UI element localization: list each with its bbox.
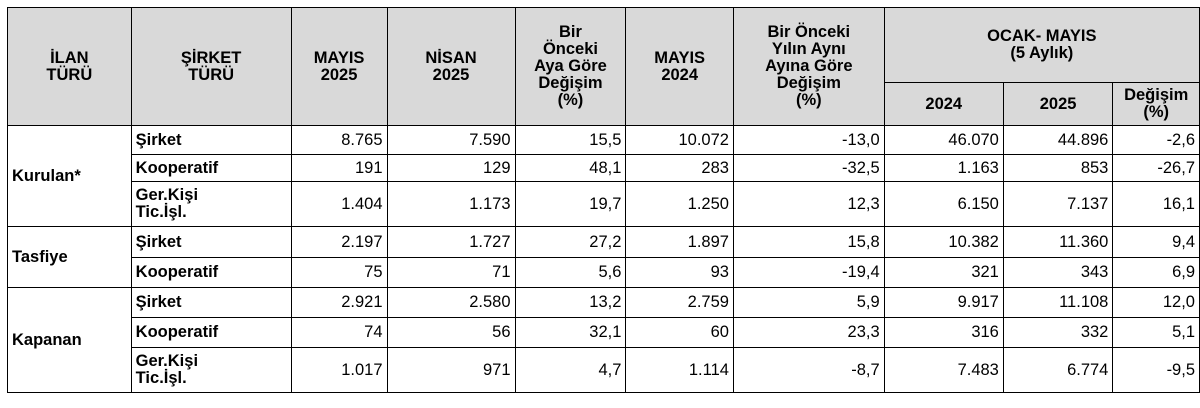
statistics-table: İLAN TÜRÜ ŞİRKET TÜRÜ MAYIS 2025 NİSAN 2… xyxy=(7,7,1200,393)
cell-mayis-2025: 8.765 xyxy=(290,125,388,155)
table-row: Tasfiye Şirket 2.197 1.727 27,2 1.897 15… xyxy=(7,226,1200,288)
header-mayis-2025: MAYIS 2025 xyxy=(290,7,388,126)
cell-degisim: 9,4 xyxy=(1112,226,1200,258)
cell-nisan-2025: 1.173 xyxy=(386,181,516,227)
group-label-kapanan: Kapanan xyxy=(7,287,132,393)
cell-2024: 6.150 xyxy=(883,181,1004,227)
cell-2024: 1.163 xyxy=(883,154,1004,182)
cell-2024: 316 xyxy=(883,317,1004,348)
cell-mayis-2025: 191 xyxy=(290,154,388,182)
header-ocak-mayis: OCAK- MAYIS (5 Aylık) xyxy=(883,7,1200,83)
cell-2025: 11.360 xyxy=(1002,226,1114,258)
cell-mayis-2025: 1.404 xyxy=(290,181,388,227)
cell-aya-gore: 27,2 xyxy=(514,226,627,258)
header-onceki-aya-gore: Bir Önceki Aya Göre Değişim (%) xyxy=(514,7,627,126)
cell-2024: 46.070 xyxy=(883,125,1004,155)
row-type: Kooperatif xyxy=(130,257,292,288)
cell-degisim: 5,1 xyxy=(1112,317,1200,348)
cell-nisan-2025: 2.580 xyxy=(386,287,516,318)
cell-mayis-2025: 74 xyxy=(290,317,388,348)
row-type: Şirket xyxy=(130,125,292,155)
cell-nisan-2025: 1.727 xyxy=(386,226,516,258)
cell-yila-gore: -19,4 xyxy=(732,257,885,288)
cell-mayis-2025: 75 xyxy=(290,257,388,288)
cell-mayis-2024: 10.072 xyxy=(625,125,734,155)
cell-degisim: -26,7 xyxy=(1112,154,1200,182)
cell-nisan-2025: 7.590 xyxy=(386,125,516,155)
cell-yila-gore: -32,5 xyxy=(732,154,885,182)
cell-mayis-2024: 1.897 xyxy=(625,226,734,258)
cell-yila-gore: 12,3 xyxy=(732,181,885,227)
cell-mayis-2024: 1.250 xyxy=(625,181,734,227)
header-onceki-yil-ayni-ay: Bir Önceki Yılın Aynı Ayına Göre Değişim… xyxy=(732,7,885,126)
cell-2024: 7.483 xyxy=(883,347,1004,393)
cell-yila-gore: -8,7 xyxy=(732,347,885,393)
cell-2025: 6.774 xyxy=(1002,347,1114,393)
cell-yila-gore: -13,0 xyxy=(732,125,885,155)
cell-mayis-2025: 2.197 xyxy=(290,226,388,258)
cell-aya-gore: 5,6 xyxy=(514,257,627,288)
header-sirket-turu: ŞİRKET TÜRÜ xyxy=(130,7,292,126)
cell-2025: 44.896 xyxy=(1002,125,1114,155)
header-nisan-2025: NİSAN 2025 xyxy=(386,7,516,126)
cell-mayis-2025: 1.017 xyxy=(290,347,388,393)
table-row: Ger.Kişi Tic.İşl. 1.404 1.173 19,7 1.250… xyxy=(8,181,1200,227)
table-row: Kapanan Şirket 2.921 2.580 13,2 2.759 5,… xyxy=(7,287,1200,393)
cell-mayis-2024: 283 xyxy=(625,154,734,182)
row-type: Şirket xyxy=(130,287,292,318)
cell-degisim: 6,9 xyxy=(1112,257,1200,288)
cell-mayis-2024: 60 xyxy=(625,317,734,348)
cell-2024: 10.382 xyxy=(883,226,1004,258)
cell-2024: 9.917 xyxy=(883,287,1004,318)
cell-2025: 343 xyxy=(1002,257,1114,288)
row-type: Kooperatif xyxy=(130,317,292,348)
cell-yila-gore: 5,9 xyxy=(732,287,885,318)
cell-degisim: -9,5 xyxy=(1112,347,1200,393)
header-2024: 2024 xyxy=(883,82,1004,126)
cell-aya-gore: 48,1 xyxy=(514,154,627,182)
header-degisim: Değişim (%) xyxy=(1112,82,1200,126)
group-label-tasfiye: Tasfiye xyxy=(7,226,132,288)
cell-nisan-2025: 71 xyxy=(386,257,516,288)
cell-aya-gore: 19,7 xyxy=(514,181,627,227)
table-row: Ger.Kişi Tic.İşl. 1.017 971 4,7 1.114 -8… xyxy=(8,347,1200,393)
cell-aya-gore: 4,7 xyxy=(514,347,627,393)
table-row: Kooperatif 191 129 48,1 283 -32,5 1.163 … xyxy=(8,154,1200,182)
cell-mayis-2024: 2.759 xyxy=(625,287,734,318)
header-2025: 2025 xyxy=(1002,82,1114,126)
cell-degisim: 16,1 xyxy=(1112,181,1200,227)
cell-mayis-2025: 2.921 xyxy=(290,287,388,318)
table-row: Kooperatif 74 56 32,1 60 23,3 316 332 5,… xyxy=(8,317,1200,348)
cell-mayis-2024: 93 xyxy=(625,257,734,288)
row-type: Kooperatif xyxy=(130,154,292,182)
table-row: Kurulan* Şirket 8.765 7.590 15,5 10.072 … xyxy=(7,125,1200,227)
cell-aya-gore: 15,5 xyxy=(514,125,627,155)
cell-2025: 332 xyxy=(1002,317,1114,348)
header-mayis-2024: MAYIS 2024 xyxy=(625,7,734,126)
row-type: Ger.Kişi Tic.İşl. xyxy=(130,181,292,227)
row-type: Ger.Kişi Tic.İşl. xyxy=(130,347,292,393)
cell-nisan-2025: 56 xyxy=(386,317,516,348)
group-label-kurulan: Kurulan* xyxy=(7,125,132,227)
cell-aya-gore: 13,2 xyxy=(514,287,627,318)
cell-nisan-2025: 129 xyxy=(386,154,516,182)
cell-mayis-2024: 1.114 xyxy=(625,347,734,393)
cell-2024: 321 xyxy=(883,257,1004,288)
header-ilan-turu: İLAN TÜRÜ xyxy=(7,7,132,126)
cell-2025: 11.108 xyxy=(1002,287,1114,318)
cell-2025: 7.137 xyxy=(1002,181,1114,227)
cell-aya-gore: 32,1 xyxy=(514,317,627,348)
row-type: Şirket xyxy=(130,226,292,258)
cell-yila-gore: 15,8 xyxy=(732,226,885,258)
cell-yila-gore: 23,3 xyxy=(732,317,885,348)
cell-degisim: -2,6 xyxy=(1112,125,1200,155)
cell-2025: 853 xyxy=(1002,154,1114,182)
table-row: Kooperatif 75 71 5,6 93 -19,4 321 343 6,… xyxy=(8,257,1200,288)
cell-degisim: 12,0 xyxy=(1112,287,1200,318)
cell-nisan-2025: 971 xyxy=(386,347,516,393)
